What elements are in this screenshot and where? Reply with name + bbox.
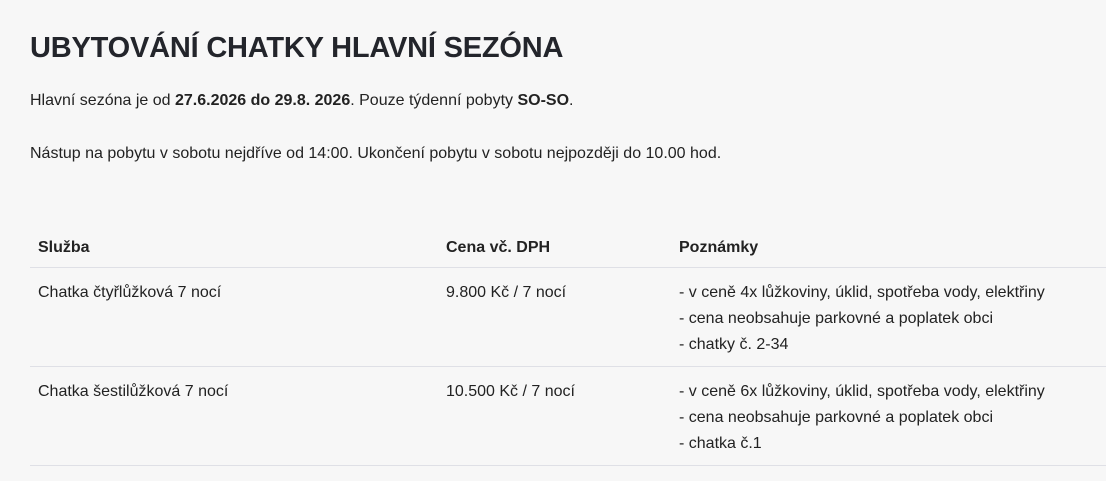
- service-cell: Chatka šestilůžková 7 nocí: [30, 366, 438, 466]
- header-price: Cena vč. DPH: [438, 232, 671, 268]
- table-row: Chatka šestilůžková 7 nocí 10.500 Kč / 7…: [30, 366, 1106, 466]
- notes-cell: - v ceně 6x lůžkoviny, úklid, spotřeba v…: [671, 366, 1106, 466]
- season-info: Hlavní sezóna je od 27.6.2026 do 29.8. 2…: [30, 92, 573, 110]
- header-notes: Poznámky: [671, 232, 1106, 268]
- table-row: Chatka čtyřlůžková 7 nocí 9.800 Kč / 7 n…: [30, 267, 1106, 367]
- season-dates: 27.6.2026 do 29.8. 2026: [174, 92, 351, 109]
- checkin-info: Nástup na pobytu v sobotu nejdříve od 14…: [30, 145, 722, 162]
- season-text: Hlavní sezóna je od: [30, 92, 175, 109]
- table-header-row: Služba Cena vč. DPH Poznámky: [30, 232, 1106, 268]
- price-table: Služba Cena vč. DPH Poznámky Chatka čtyř…: [30, 232, 1106, 466]
- season-text-2: . Pouze týdenní pobyty: [350, 92, 518, 109]
- page-title: UBYTOVÁNÍ CHATKY HLAVNÍ SEZÓNA: [30, 32, 564, 64]
- note-line: - chatky č. 2-34: [679, 336, 789, 353]
- stay-days: SO-SO: [517, 92, 570, 109]
- note-line: - v ceně 6x lůžkoviny, úklid, spotřeba v…: [679, 383, 1045, 400]
- price-cell: 10.500 Kč / 7 nocí: [438, 366, 671, 466]
- price-cell: 9.800 Kč / 7 nocí: [438, 267, 671, 367]
- note-line: - v ceně 4x lůžkoviny, úklid, spotřeba v…: [679, 284, 1045, 301]
- header-service: Služba: [30, 232, 438, 268]
- note-line: - cena neobsahuje parkovné a poplatek ob…: [679, 310, 993, 327]
- season-text-3: .: [569, 92, 574, 109]
- notes-cell: - v ceně 4x lůžkoviny, úklid, spotřeba v…: [671, 267, 1106, 367]
- service-cell: Chatka čtyřlůžková 7 nocí: [30, 267, 438, 367]
- note-line: - chatka č.1: [679, 435, 762, 452]
- note-line: - cena neobsahuje parkovné a poplatek ob…: [679, 409, 993, 426]
